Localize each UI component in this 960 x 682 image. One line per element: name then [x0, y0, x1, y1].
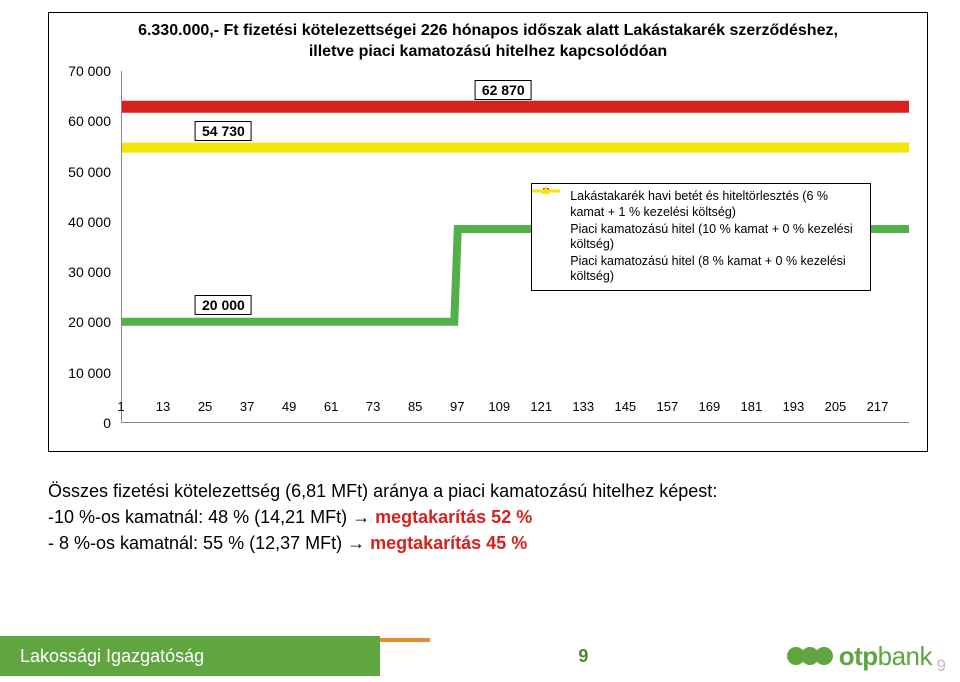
y-tick-label: 10 000	[68, 365, 111, 381]
x-tick-label: 13	[156, 399, 170, 414]
y-tick-label: 70 000	[68, 63, 111, 79]
y-tick-label: 20 000	[68, 314, 111, 330]
x-tick-label: 205	[825, 399, 847, 414]
y-tick-label: 30 000	[68, 264, 111, 280]
chart-area: 010 00020 00030 00040 00050 00060 00070 …	[49, 71, 927, 423]
summary-row2-highlight: megtakarítás 45 %	[370, 533, 527, 553]
x-tick-label: 49	[282, 399, 296, 414]
x-axis: 1132537496173859710912113314515716918119…	[121, 399, 909, 419]
summary-row-2: - 8 %-os kamatnál: 55 % (12,37 MFt) → me…	[48, 530, 928, 556]
x-tick-label: 145	[614, 399, 636, 414]
page-number-small: 9	[937, 656, 946, 676]
summary-row-1: -10 %-os kamatnál: 48 % (14,21 MFt) → me…	[48, 504, 928, 530]
footer-left-label: Lakossági Igazgatóság	[0, 636, 380, 676]
summary-block: Összes fizetési kötelezettség (6,81 MFt)…	[48, 478, 928, 556]
x-tick-label: 121	[530, 399, 552, 414]
legend-marker-icon	[538, 256, 566, 270]
x-tick-label: 97	[450, 399, 464, 414]
x-tick-label: 169	[699, 399, 721, 414]
y-tick-label: 60 000	[68, 113, 111, 129]
legend-entry: Piaci kamatozású hitel (8 % kamat + 0 % …	[538, 254, 864, 285]
summary-lead: Összes fizetési kötelezettség (6,81 MFt)…	[48, 478, 928, 504]
footer-page-number: 9	[380, 646, 787, 667]
chart-container: 6.330.000,- Ft fizetési kötelezettségei …	[48, 12, 928, 452]
chart-title-line2: illetve piaci kamatozású hitelhez kapcso…	[309, 43, 667, 60]
logo: otpbank	[787, 641, 960, 672]
series-data-label: 54 730	[195, 121, 252, 141]
y-tick-label: 50 000	[68, 164, 111, 180]
x-tick-label: 73	[366, 399, 380, 414]
x-tick-label: 85	[408, 399, 422, 414]
logo-text: otpbank	[839, 641, 932, 672]
chart-title: 6.330.000,- Ft fizetési kötelezettségei …	[49, 13, 927, 67]
summary-row1-text: -10 %-os kamatnál: 48 % (14,21 MFt) →	[48, 507, 375, 527]
logo-text-a: otp	[839, 641, 878, 671]
x-tick-label: 133	[572, 399, 594, 414]
x-tick-label: 1	[117, 399, 124, 414]
x-tick-label: 193	[783, 399, 805, 414]
x-tick-label: 157	[656, 399, 678, 414]
x-tick-label: 217	[867, 399, 889, 414]
x-tick-label: 61	[324, 399, 338, 414]
x-tick-label: 181	[741, 399, 763, 414]
chart-title-line1: 6.330.000,- Ft fizetési kötelezettségei …	[138, 22, 838, 39]
x-tick-label: 109	[488, 399, 510, 414]
logo-circles-icon	[787, 647, 833, 665]
summary-row2-text: - 8 %-os kamatnál: 55 % (12,37 MFt) →	[48, 533, 370, 553]
plot-area: 20 00038 48662 87054 730Lakástakarék hav…	[121, 71, 909, 423]
series-data-label: 62 870	[475, 80, 532, 100]
series-data-label: 20 000	[195, 295, 252, 315]
chart-legend: Lakástakarék havi betét és hiteltörleszt…	[531, 183, 871, 291]
logo-text-b: bank	[878, 641, 932, 671]
x-tick-label: 37	[240, 399, 254, 414]
x-tick-label: 25	[198, 399, 212, 414]
footer: Lakossági Igazgatóság 9 otpbank	[0, 630, 960, 682]
y-tick-label: 40 000	[68, 214, 111, 230]
summary-row1-highlight: megtakarítás 52 %	[375, 507, 532, 527]
y-tick-label: 0	[103, 415, 111, 431]
y-axis: 010 00020 00030 00040 00050 00060 00070 …	[49, 71, 119, 423]
